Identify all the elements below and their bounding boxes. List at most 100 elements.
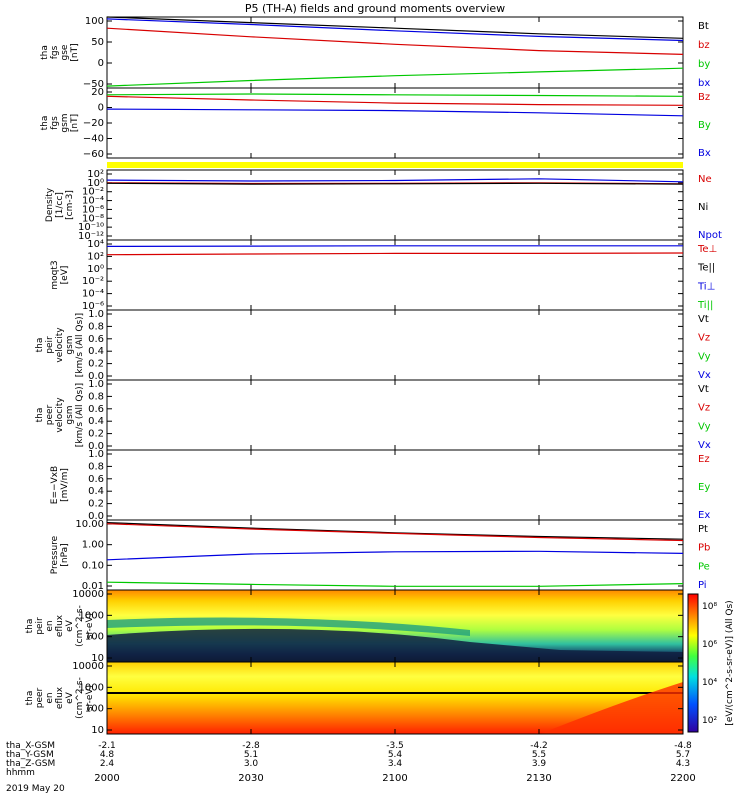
series-fgs-gse-Bt: [106, 16, 684, 39]
temp-frame: [106, 239, 684, 311]
legend-bz: bz: [698, 40, 710, 51]
colorbar-tick-label: 10²: [702, 716, 717, 726]
y-axis-label: Pressure: [50, 535, 60, 574]
xaxis-row-value: 4.8: [100, 750, 115, 760]
y-axis-label: gsm: [65, 405, 75, 424]
y-axis-label: peir: [45, 336, 55, 354]
legend-Ex: Ex: [698, 510, 710, 521]
legend-Ez: Ez: [698, 454, 710, 465]
y-axis-label: gsm: [60, 113, 70, 132]
series-fgs-gsm-By: [106, 93, 684, 97]
legend-by: by: [698, 59, 710, 70]
y-axis-label: [1/cc]: [55, 192, 65, 218]
x-tick-label: 2200: [670, 773, 695, 784]
y-tick-label: 1000: [79, 682, 104, 693]
series-density-Ni: [106, 182, 684, 185]
y-tick-label: 0.2: [88, 429, 104, 440]
legend-Pt: Pt: [698, 524, 708, 535]
y-tick-label: 20: [91, 87, 104, 98]
y-tick-label: 1000: [79, 610, 104, 621]
y-axis-label: [mV/m]: [60, 468, 70, 502]
legend-Ti||: Ti||: [697, 300, 713, 311]
y-tick-label: 0.8: [88, 321, 104, 332]
legend-Ne: Ne: [698, 174, 712, 185]
xaxis-row-label: tha_Y-GSM: [6, 750, 54, 760]
y-axis-label: velocity: [55, 397, 65, 433]
xaxis-row-value: -4.2: [530, 741, 548, 751]
y-tick-label: −50: [83, 79, 104, 90]
y-tick-label: 10⁴: [87, 239, 104, 250]
panel-pressure: 10.00 1.00 0.10 0.01 Pressure [nPa] Pt Pb Pe Pi: [50, 519, 710, 592]
y-axis-label: [cm-3]: [65, 190, 75, 220]
y-axis-label: eV: [65, 691, 75, 704]
y-tick-label: 0.01: [82, 581, 104, 592]
xaxis-row-value: 5.5: [532, 750, 546, 760]
legend-Vx: Vx: [698, 370, 711, 381]
y-tick-label: 0.0: [88, 441, 104, 452]
legend-Pb: Pb: [698, 543, 710, 554]
xaxis-row-value: -3.5: [386, 741, 404, 751]
xaxis-row-value: 3.0: [244, 759, 259, 769]
y-axis-label: velocity: [55, 327, 65, 363]
legend-bx: bx: [698, 78, 710, 89]
xaxis-row-label: tha_Z-GSM: [6, 759, 55, 769]
y-axis-label: tha: [25, 691, 35, 706]
peer-hot-region: [540, 682, 683, 734]
y-tick-label: 100: [85, 704, 104, 715]
xaxis-row-label: hhmm: [6, 768, 35, 778]
xaxis-row-value: 3.9: [532, 759, 547, 769]
y-tick-label: 1.0: [88, 449, 104, 460]
pressure-frame: [106, 519, 684, 591]
y-axis-label: Density: [45, 187, 55, 222]
y-tick-label: 0: [98, 58, 104, 69]
y-tick-label: 10000: [72, 589, 104, 600]
y-axis-label: E=−VxB: [50, 466, 60, 504]
y-axis-label: gsm: [65, 335, 75, 354]
series-fgs-gse-bz: [106, 27, 684, 55]
y-axis-label: en: [45, 620, 55, 631]
legend-Te||: Te||: [697, 263, 715, 274]
y-tick-label: 0.4: [88, 416, 104, 427]
series-temp-Ti⊥: [106, 245, 683, 247]
chart-title: P5 (TH-A) fields and ground moments over…: [245, 2, 505, 15]
y-tick-label: 10.00: [75, 519, 104, 530]
legend-Vt: Vt: [698, 384, 709, 395]
y-axis-label: [nT]: [70, 114, 80, 132]
colorbar-tick-label: 10⁴: [702, 678, 717, 688]
series-fgs-gse-by: [106, 67, 684, 87]
y-tick-label: 10⁻⁴: [82, 289, 104, 300]
series-pressure-Pi: [106, 550, 684, 561]
y-tick-label: 0.0: [88, 371, 104, 382]
y-axis-label: sr-eV): [85, 613, 95, 639]
legend-Vy: Vy: [698, 351, 711, 362]
y-tick-label: 0.4: [88, 346, 104, 357]
xaxis-row-label: tha_X-GSM: [6, 741, 55, 751]
series-temp-Te⊥: [106, 252, 684, 256]
peir-vel-frame: [106, 309, 684, 381]
series-pressure-Pe: [106, 581, 684, 587]
y-tick-label: 10⁻¹²: [78, 231, 104, 242]
y-tick-label: 10²: [87, 169, 104, 180]
x-tick-label: 2130: [526, 773, 551, 784]
series-fgs-gsm-Bz: [106, 95, 684, 106]
y-tick-label: 10: [91, 725, 104, 736]
y-tick-label: 10²: [87, 251, 104, 262]
y-tick-label: 50: [91, 37, 104, 48]
panel-peir-spec: 10000 1000 100 10 tha peir en eflux eV (cm^2-s-sr…: [25, 589, 684, 664]
y-axis-label: tha: [35, 338, 45, 353]
legend-Pe: Pe: [698, 561, 710, 572]
x-tick-label: 2030: [238, 773, 263, 784]
y-axis-label: eflux: [55, 686, 65, 709]
y-tick-label: 10⁻²: [82, 187, 104, 198]
efield-frame: [106, 449, 684, 521]
y-tick-label: 10⁰: [87, 178, 104, 189]
y-axis-label: tha: [25, 619, 35, 634]
xaxis-row-value: 2.4: [100, 759, 115, 769]
panel-peir-vel: 1.00.8 0.60.4 0.20.0 tha peir velocity gsm [km/…: [35, 309, 711, 382]
xaxis-row-value: 5.4: [388, 750, 403, 760]
y-axis-label: [km/s (All Qs)]: [75, 313, 85, 377]
y-axis-label: gse: [60, 44, 70, 60]
legend-Ti⊥: Ti⊥: [697, 281, 715, 292]
x-tick-label: 2100: [382, 773, 407, 784]
y-axis-label: tha: [40, 116, 50, 131]
